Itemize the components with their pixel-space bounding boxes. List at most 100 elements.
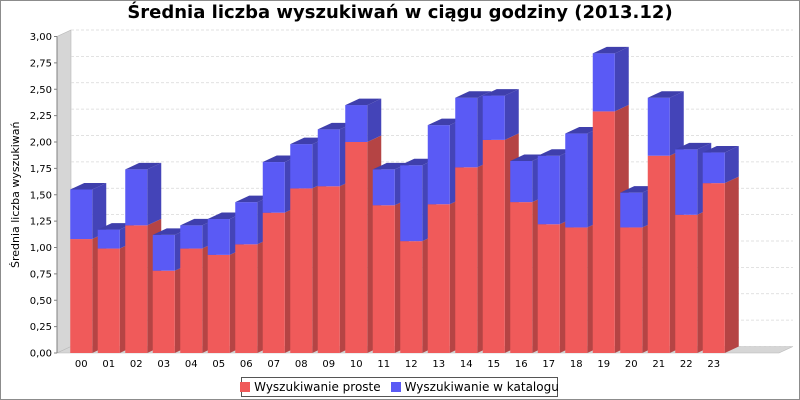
x-tick-label: 14 — [460, 359, 473, 370]
chart-legend: Wyszukiwanie proste Wyszukiwanie w katal… — [240, 377, 559, 397]
bar — [262, 212, 285, 353]
bar — [97, 229, 120, 249]
x-tick-label: 10 — [350, 359, 363, 370]
bar — [180, 225, 203, 249]
bar-top — [262, 155, 299, 163]
bar — [207, 254, 230, 353]
x-tick-label: 07 — [267, 359, 280, 370]
bar — [317, 129, 340, 187]
bar-top — [372, 162, 409, 170]
x-tick-label: 21 — [652, 359, 665, 370]
x-tick-label: 02 — [130, 359, 143, 370]
bar — [152, 270, 175, 353]
x-tick-label: 05 — [212, 359, 225, 370]
x-tick-label: 11 — [377, 359, 390, 370]
x-tick-label: 22 — [680, 359, 693, 370]
x-tick-label: 06 — [240, 359, 253, 370]
bar-top — [207, 212, 244, 220]
bar — [317, 186, 340, 353]
legend-label-simple-search: Wyszukiwanie proste — [254, 380, 381, 394]
bar — [510, 160, 533, 203]
y-tick-label: 2,00 — [30, 138, 52, 149]
bar — [702, 183, 725, 353]
bar — [455, 97, 478, 168]
bar-top — [565, 127, 602, 134]
y-tick-label: 3,00 — [30, 32, 52, 43]
bar — [70, 189, 93, 240]
bar — [290, 144, 313, 189]
y-tick-label: 0,25 — [30, 322, 52, 333]
x-tick-label: 19 — [597, 359, 610, 370]
bar — [372, 169, 395, 206]
x-tick-label: 00 — [75, 359, 88, 370]
x-tick-label: 09 — [322, 359, 335, 370]
bar — [70, 239, 93, 353]
chart-title: Średnia liczba wyszukiwań w ciągu godzin… — [127, 2, 673, 23]
bar — [235, 202, 258, 245]
bar — [125, 169, 148, 226]
bar-top — [235, 195, 272, 203]
x-tick-label: 18 — [570, 359, 583, 370]
bar — [400, 241, 423, 353]
y-tick-label: 1,75 — [30, 164, 52, 175]
bar-side — [669, 91, 684, 156]
bar — [152, 234, 175, 271]
x-tick-label: 16 — [515, 359, 528, 370]
bar — [620, 227, 643, 353]
bar-top — [345, 98, 382, 106]
bar-top — [70, 182, 107, 190]
y-tick-label: 2,50 — [30, 85, 52, 96]
x-tick-label: 15 — [487, 359, 500, 370]
bar — [372, 205, 395, 353]
bar — [592, 53, 615, 112]
x-tick-label: 12 — [405, 359, 418, 370]
bar — [482, 95, 505, 140]
bar — [702, 152, 725, 184]
left-wall — [56, 29, 72, 354]
y-tick-label: 0,75 — [30, 269, 52, 280]
y-axis-label: Średnia liczba wyszukiwań — [9, 121, 22, 268]
y-tick-label: 1,50 — [30, 190, 52, 201]
bar-top — [620, 186, 657, 193]
bar — [207, 219, 230, 255]
bar-side — [92, 182, 107, 240]
bar — [455, 167, 478, 353]
bar — [565, 227, 588, 353]
bar — [620, 192, 643, 228]
bar — [675, 214, 698, 353]
bar-side — [724, 146, 739, 184]
bar — [537, 155, 560, 225]
bar — [180, 248, 203, 353]
bar — [97, 248, 120, 353]
bar-top — [592, 46, 629, 54]
bar-side — [504, 89, 519, 140]
bar-top — [152, 228, 189, 235]
bar — [290, 188, 313, 353]
legend-swatch-catalog-search — [390, 382, 401, 392]
bar-top — [125, 162, 162, 170]
bar — [482, 139, 505, 353]
x-tick-label: 08 — [295, 359, 308, 370]
bar — [262, 162, 285, 213]
bar — [592, 111, 615, 353]
bar-top — [427, 118, 464, 126]
legend-swatch-simple-search — [240, 382, 251, 392]
bar-top — [290, 137, 327, 145]
bar — [675, 149, 698, 215]
bar — [647, 97, 670, 156]
y-tick-label: 2,25 — [30, 111, 52, 122]
x-tick-label: 17 — [542, 359, 555, 370]
bar — [345, 142, 368, 353]
legend-label-catalog-search: Wyszukiwanie w katalogu — [404, 380, 559, 394]
bar-side — [614, 46, 629, 112]
x-tick-label: 03 — [157, 359, 170, 370]
x-tick-label: 13 — [432, 359, 445, 370]
legend-item-simple-search: Wyszukiwanie proste — [240, 380, 381, 394]
y-tick-label: 1,00 — [30, 243, 52, 254]
bar — [235, 244, 258, 353]
bar-side — [147, 162, 162, 226]
bar-top — [675, 142, 712, 150]
bar — [537, 224, 560, 353]
